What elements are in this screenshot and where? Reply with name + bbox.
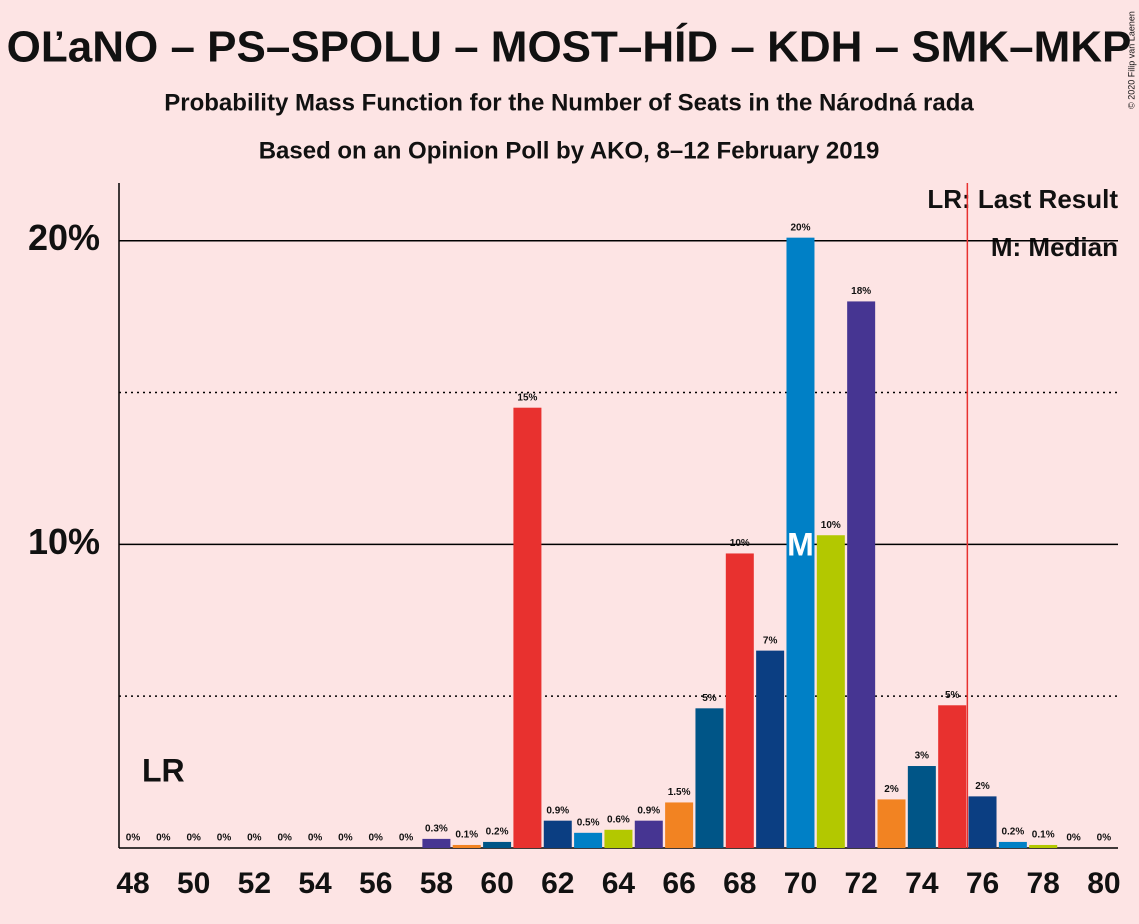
value-label: 10% [730,538,750,549]
bar [483,841,512,848]
value-label: 10% [821,520,841,531]
value-label: 0.3% [425,824,448,835]
value-label: 1.5% [668,787,691,798]
bar [938,705,967,848]
last-result-marker: LR [142,752,185,788]
legend-entry: LR: Last Result [927,184,1118,214]
value-label: 0.5% [577,817,600,828]
bar [816,535,845,848]
chart-subtitle: Based on an Opinion Poll by AKO, 8–12 Fe… [259,137,880,164]
bar [665,802,694,848]
value-label: 5% [702,693,717,704]
value-label: 3% [915,751,930,762]
bar [634,820,663,848]
chart-subtitle: Probability Mass Function for the Number… [164,89,974,116]
chart-title: OĽaNO – PS–SPOLU – MOST–HÍD – KDH – SMK–… [7,22,1132,72]
x-tick-label: 62 [541,867,574,900]
x-tick-label: 80 [1087,867,1120,900]
value-label: 0.2% [486,827,509,838]
value-label: 0.1% [1032,830,1055,841]
value-label: 5% [945,690,960,701]
value-label: 0.9% [546,805,569,816]
value-label: 0% [308,833,323,844]
bar [877,799,906,848]
value-label: 15% [517,392,537,403]
copyright: © 2020 Filip van Laenen [1126,11,1136,109]
bar [574,832,603,848]
x-tick-label: 76 [966,867,999,900]
legend-entry: M: Median [991,232,1118,262]
value-label: 7% [763,635,778,646]
x-tick-label: 70 [784,867,817,900]
value-label: 0% [399,833,414,844]
bar [907,766,936,848]
value-label: 0% [1097,833,1112,844]
bar [998,841,1027,848]
value-label: 0.6% [607,814,630,825]
bar [847,301,876,848]
value-label: 20% [790,222,810,233]
x-tick-label: 72 [844,867,877,900]
bar [543,820,572,848]
value-label: 0.1% [455,830,478,841]
bar [968,796,997,848]
value-label: 0% [156,833,171,844]
value-label: 0% [126,833,141,844]
x-tick-label: 52 [238,867,271,900]
x-tick-label: 66 [662,867,695,900]
value-label: 0% [247,833,262,844]
value-label: 0% [1066,833,1081,844]
x-tick-label: 64 [602,867,636,900]
value-label: 18% [851,286,871,297]
value-label: 0.9% [637,805,660,816]
value-label: 2% [975,781,990,792]
x-tick-label: 50 [177,867,210,900]
bar [756,650,785,848]
value-label: 0% [277,833,292,844]
value-label: 2% [884,784,899,795]
bar [725,553,754,848]
median-marker: M [787,526,814,562]
value-label: 0.2% [1001,827,1024,838]
x-tick-label: 68 [723,867,756,900]
bar [513,407,542,848]
value-label: 0% [186,833,201,844]
bar [452,844,481,848]
x-tick-label: 54 [298,867,332,900]
x-tick-label: 60 [480,867,513,900]
value-label: 0% [338,833,353,844]
x-tick-label: 74 [905,867,939,900]
bar [422,838,451,848]
x-tick-label: 56 [359,867,392,900]
bar [1029,844,1058,848]
bar [604,829,633,848]
x-tick-label: 48 [116,867,149,900]
bar [695,708,724,848]
value-label: 0% [368,833,383,844]
bar [786,237,815,848]
x-tick-label: 78 [1027,867,1060,900]
y-tick-label: 10% [28,521,100,562]
x-tick-label: 58 [420,867,453,900]
value-label: 0% [217,833,232,844]
y-tick-label: 20% [28,217,100,258]
